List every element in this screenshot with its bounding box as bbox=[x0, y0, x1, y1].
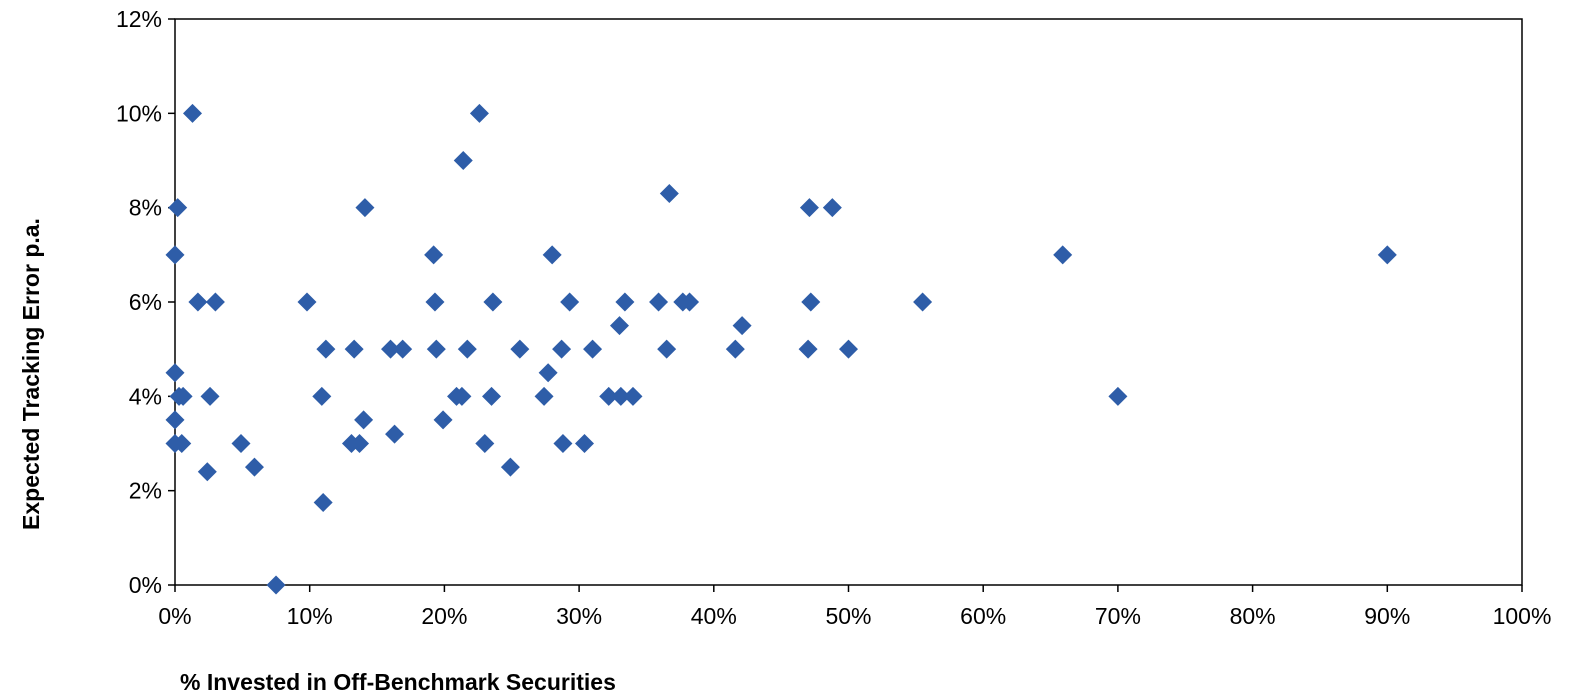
data-point bbox=[552, 339, 572, 359]
data-point bbox=[610, 316, 630, 336]
data-point bbox=[822, 198, 842, 218]
data-point bbox=[433, 410, 453, 430]
x-tick-label: 30% bbox=[556, 603, 602, 629]
data-points bbox=[165, 103, 1397, 595]
x-tick-label: 40% bbox=[691, 603, 737, 629]
data-point bbox=[1108, 386, 1128, 406]
y-tick-label: 10% bbox=[116, 100, 162, 126]
data-point bbox=[680, 292, 700, 312]
data-point bbox=[453, 151, 473, 170]
x-tick-label: 10% bbox=[287, 603, 333, 629]
data-point bbox=[538, 363, 558, 383]
y-tick-label: 12% bbox=[116, 6, 162, 32]
data-point bbox=[510, 339, 530, 359]
data-point bbox=[583, 339, 603, 359]
y-axis-title: Expected Tracking Error p.a. bbox=[18, 218, 44, 530]
data-point bbox=[355, 198, 375, 218]
data-point bbox=[1377, 245, 1397, 265]
y-tick-label: 2% bbox=[129, 478, 162, 504]
data-point bbox=[312, 386, 332, 406]
data-point bbox=[188, 292, 208, 312]
data-point bbox=[1053, 245, 1073, 265]
data-point bbox=[659, 184, 679, 204]
data-point bbox=[381, 339, 401, 359]
data-point bbox=[725, 339, 745, 359]
data-point bbox=[839, 339, 858, 359]
data-point bbox=[393, 339, 413, 359]
data-point bbox=[534, 386, 554, 406]
data-point bbox=[599, 386, 619, 406]
y-axis-ticks: 0% 2% 4% 6% 8% 10% 12% bbox=[116, 6, 175, 598]
data-point bbox=[424, 245, 444, 265]
data-point bbox=[168, 198, 188, 218]
x-tick-label: 0% bbox=[158, 603, 191, 629]
data-point bbox=[426, 339, 446, 359]
data-point bbox=[350, 434, 370, 453]
data-point bbox=[732, 316, 752, 336]
data-point bbox=[469, 103, 489, 123]
y-tick-label: 4% bbox=[129, 383, 162, 409]
data-point bbox=[799, 198, 819, 218]
x-tick-label: 80% bbox=[1230, 603, 1276, 629]
data-point bbox=[560, 292, 580, 312]
x-tick-label: 90% bbox=[1364, 603, 1410, 629]
y-tick-label: 6% bbox=[129, 289, 162, 315]
data-point bbox=[649, 292, 669, 312]
data-point bbox=[657, 339, 677, 359]
data-point bbox=[615, 292, 635, 312]
data-point bbox=[475, 434, 495, 453]
data-point bbox=[165, 245, 185, 265]
data-point bbox=[574, 434, 594, 453]
x-axis-title: % Invested in Off-Benchmark Securities bbox=[180, 669, 616, 692]
data-point bbox=[165, 410, 185, 430]
data-point bbox=[553, 434, 573, 453]
data-point bbox=[801, 292, 821, 312]
data-point bbox=[344, 339, 364, 359]
data-point bbox=[313, 492, 333, 512]
data-point bbox=[385, 424, 405, 444]
x-axis-ticks: 0% 10% 20% 30% 40% 50% 60% 70% 80% 90% 100% bbox=[158, 585, 1551, 629]
data-point bbox=[482, 386, 502, 406]
data-point bbox=[297, 292, 317, 312]
y-tick-label: 0% bbox=[129, 572, 162, 598]
data-point bbox=[623, 386, 643, 406]
data-point bbox=[483, 292, 503, 312]
data-point bbox=[197, 462, 217, 482]
x-tick-label: 50% bbox=[825, 603, 871, 629]
data-point bbox=[542, 245, 562, 265]
data-point bbox=[231, 434, 251, 453]
data-point bbox=[183, 103, 203, 123]
data-point bbox=[354, 410, 374, 430]
x-tick-label: 60% bbox=[960, 603, 1006, 629]
data-point bbox=[611, 386, 631, 406]
data-point bbox=[200, 386, 220, 406]
x-tick-label: 70% bbox=[1095, 603, 1141, 629]
x-tick-label: 100% bbox=[1493, 603, 1552, 629]
plot-area bbox=[174, 18, 1523, 586]
data-point bbox=[205, 292, 225, 312]
data-point bbox=[172, 434, 192, 453]
data-point bbox=[457, 339, 477, 359]
data-point bbox=[165, 363, 185, 383]
data-point bbox=[266, 575, 286, 595]
data-point bbox=[425, 292, 445, 312]
data-point bbox=[244, 457, 264, 477]
data-point bbox=[500, 457, 520, 477]
data-point bbox=[452, 386, 472, 406]
y-tick-label: 8% bbox=[129, 195, 162, 221]
data-point bbox=[173, 386, 193, 406]
data-point bbox=[913, 292, 933, 312]
data-point bbox=[316, 339, 336, 359]
data-point bbox=[798, 339, 818, 359]
x-tick-label: 20% bbox=[421, 603, 467, 629]
